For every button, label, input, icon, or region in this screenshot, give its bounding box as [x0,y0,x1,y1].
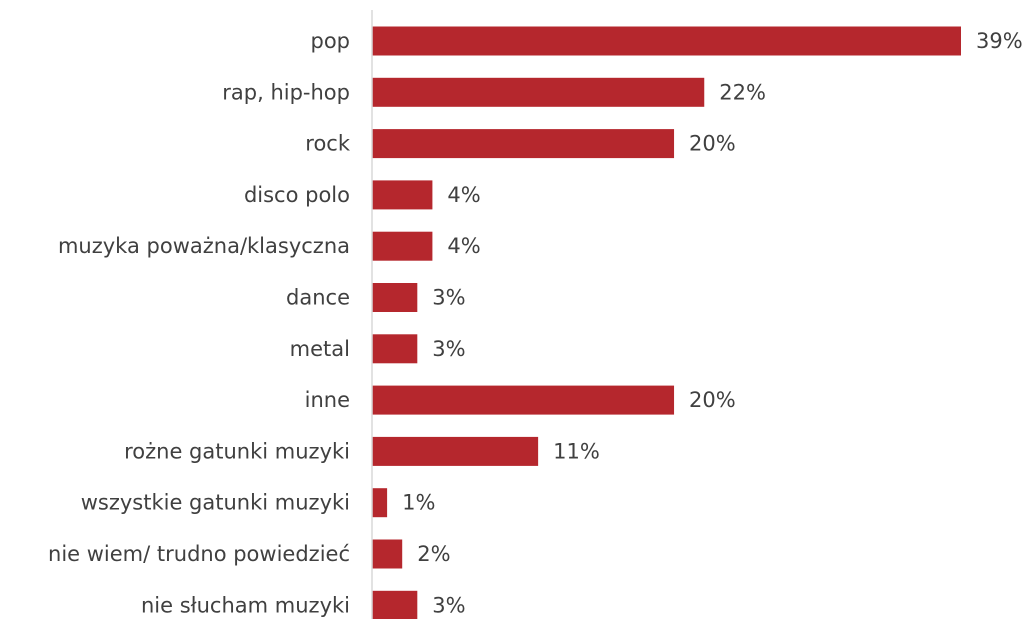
category-label: inne [305,388,350,412]
bar [372,129,675,159]
bar [372,590,418,620]
bar [372,231,433,261]
category-label: nie słucham muzyki [141,593,350,617]
data-label: 3% [432,593,465,617]
category-label: rożne gatunki muzyki [124,439,350,463]
data-label: 2% [417,542,450,566]
data-label: 4% [447,234,480,258]
bar [372,283,418,312]
category-labels-group: pop rap, hip-hop rock disco polo muzyka powa… [48,29,351,617]
data-label: 39% [976,29,1023,53]
bars-group [372,26,961,620]
data-label: 4% [447,183,480,207]
data-label: 20% [689,132,736,156]
bar [372,385,675,415]
category-label: metal [290,337,350,361]
data-label: 22% [719,80,766,104]
category-label: nie wiem/ trudno powiedzieć [48,542,350,566]
data-label: 20% [689,388,736,412]
value-labels-group: 39% 22% 20% 4% 4% 3% 3% 20% 11% 1% 2% 3% [402,29,1023,617]
category-label: dance [286,286,350,310]
bar [372,26,961,56]
data-label: 3% [432,286,465,310]
bar [372,488,388,518]
category-label: muzyka poważna/klasyczna [58,234,350,258]
category-label: rock [305,132,351,156]
bar [372,436,539,466]
data-label: 11% [553,439,600,463]
bar [372,77,705,107]
data-label: 3% [432,337,465,361]
category-label: disco polo [244,183,350,207]
category-label: wszystkie gatunki muzyki [81,491,350,515]
bar [372,539,403,569]
category-label: pop [310,29,350,53]
bar [372,334,418,364]
category-label: rap, hip-hop [222,80,350,104]
data-label: 1% [402,491,435,515]
bar [372,180,433,210]
